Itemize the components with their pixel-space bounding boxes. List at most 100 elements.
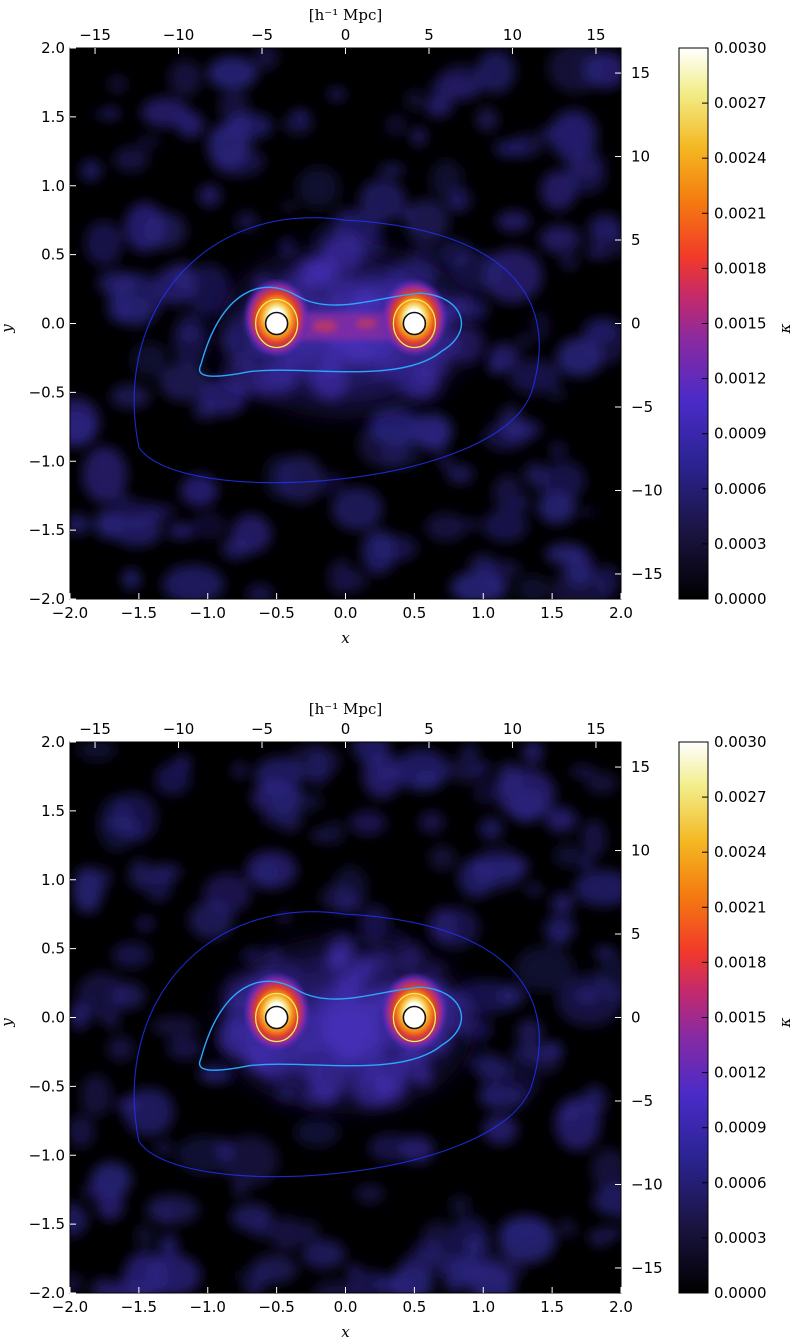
heatmap-area (70, 742, 621, 1293)
noise-blob (404, 198, 449, 244)
noise-blob (422, 424, 449, 453)
colorbar-tick-label: 0.0006 (714, 1174, 767, 1192)
top-tick-label: −10 (163, 720, 195, 738)
noise-blob (316, 471, 345, 495)
noise-blob (531, 479, 553, 495)
contour-yellow (254, 298, 299, 349)
noise-blob (296, 166, 340, 209)
noise-blob (181, 325, 198, 342)
noise-blob (355, 1184, 385, 1204)
noise-blob (70, 1273, 82, 1293)
x-axis-label: x (341, 629, 350, 647)
x-tick-label: 0.0 (334, 604, 358, 622)
y-tick-label: −1.0 (29, 452, 65, 470)
noise-blob (144, 871, 173, 903)
halo-blob (247, 376, 271, 399)
y-tick-label: −0.5 (29, 383, 65, 401)
noise-blob (301, 1239, 346, 1270)
noise-blob (96, 1189, 125, 1221)
top-tick-label: 15 (586, 720, 605, 738)
x-tick-label: 0.0 (334, 1298, 358, 1316)
noise-blob (361, 528, 396, 576)
noise-blob (180, 474, 219, 507)
noise-blob (545, 806, 577, 833)
noise-blob (543, 460, 586, 502)
noise-blob (582, 318, 619, 344)
noise-blob (525, 883, 543, 896)
top-tick-label: 15 (586, 26, 605, 44)
noise-blob (479, 817, 504, 840)
noise-blob (70, 1203, 88, 1237)
noise-blob (135, 1223, 154, 1250)
colorbar-label: κ (776, 1017, 794, 1028)
y-tick-label: 0.0 (41, 315, 65, 333)
noise-blob (245, 850, 297, 890)
noise-blob (154, 762, 191, 796)
right-tick-label: −10 (631, 1175, 663, 1193)
noise-blob (384, 114, 407, 137)
noise-blob (218, 90, 250, 122)
noise-blob (550, 892, 575, 915)
contour-yellow (254, 992, 299, 1043)
noise-blob (438, 456, 452, 469)
halo-blob (354, 285, 383, 315)
top-tick-label: −10 (163, 26, 195, 44)
halo-blob (323, 233, 363, 273)
noise-blob (231, 514, 272, 554)
noise-blob (593, 946, 617, 961)
noise-blob (270, 1216, 304, 1252)
noise-blob (80, 159, 102, 182)
x-tick-label: 2.0 (609, 604, 633, 622)
noise-blob (115, 1097, 143, 1112)
noise-blob (264, 455, 294, 500)
noise-blob (428, 845, 456, 871)
colorbar-tick-label: 0.0009 (714, 1119, 767, 1137)
noise-blob (588, 1228, 611, 1247)
colorbar-tick-label: 0.0021 (714, 204, 767, 222)
noise-blob (498, 1215, 556, 1264)
noise-blob (159, 362, 208, 402)
noise-blob (103, 1279, 154, 1293)
noise-blob (460, 519, 481, 530)
noise-blob (430, 159, 463, 200)
noise-blob (556, 337, 603, 377)
noise-blob (496, 210, 531, 232)
noise-blob (232, 1183, 248, 1197)
noise-blob (544, 915, 576, 942)
noise-blob (90, 1277, 114, 1293)
filament (276, 312, 415, 341)
noise-blob (516, 575, 550, 599)
noise-blob (512, 495, 532, 513)
x-tick-label: −1.5 (121, 1298, 157, 1316)
y-tick-label: −1.5 (29, 521, 65, 539)
contour-yellow (392, 298, 437, 349)
noise-blob (476, 49, 516, 94)
peak-core (402, 311, 427, 336)
noise-blob (583, 51, 621, 90)
noise-blob (90, 1161, 132, 1198)
halo-blob (320, 1013, 354, 1047)
filament-knot (356, 318, 377, 329)
noise-blob (70, 513, 91, 535)
x-tick-label: −1.0 (190, 1298, 226, 1316)
top-tick-label: 5 (424, 26, 434, 44)
colorbar-tick-label: 0.0018 (714, 259, 767, 277)
noise-blob (554, 843, 581, 868)
noise-blob (565, 148, 606, 179)
colorbar-tick-label: 0.0027 (714, 788, 767, 806)
right-tick-label: −15 (631, 565, 663, 583)
halo-blob (223, 355, 258, 390)
noise-blob (70, 1115, 95, 1149)
noise-blob (540, 170, 577, 211)
noise-blob (147, 504, 176, 521)
noise-blob (254, 756, 304, 795)
noise-blob (172, 261, 196, 289)
noise-blob (333, 865, 368, 912)
noise-blob (488, 343, 520, 369)
colorbar-tick-label: 0.0012 (714, 370, 767, 388)
noise-blob (606, 1227, 621, 1239)
y-tick-label: 0.0 (41, 1009, 65, 1027)
noise-blob (514, 945, 575, 992)
noise-blob (560, 1102, 581, 1123)
y-tick-label: −1.5 (29, 1215, 65, 1233)
